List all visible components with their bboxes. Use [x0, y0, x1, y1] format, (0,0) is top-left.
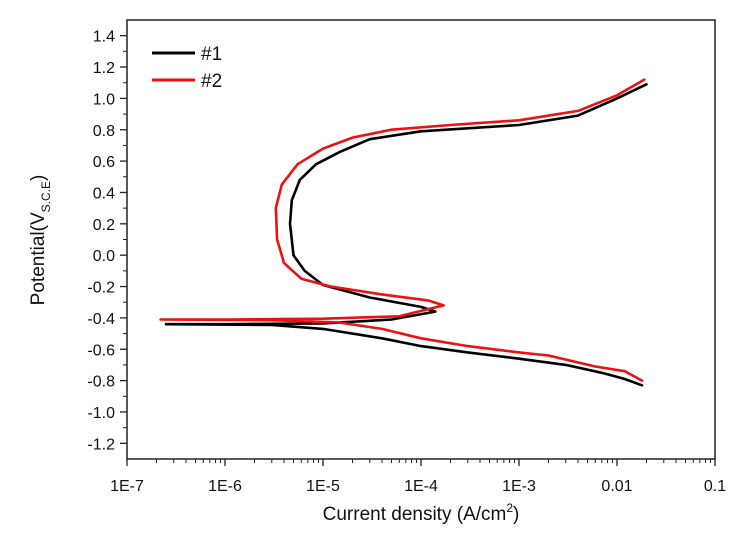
x-tick-label: 0.1 — [704, 478, 726, 495]
y-tick-label: -1.0 — [87, 405, 115, 422]
y-axis-title: Potential(VS.C.E) — [28, 175, 53, 306]
y-tick-label: 0.4 — [93, 185, 115, 202]
y-tick-label: 1.0 — [93, 91, 115, 108]
x-tick-label: 1E-7 — [110, 478, 144, 495]
x-tick-label: 1E-3 — [502, 478, 536, 495]
x-tick-label: 1E-5 — [306, 478, 340, 495]
x-tick-label: 0.01 — [601, 478, 632, 495]
legend-label: #1 — [201, 44, 222, 65]
y-tick-label: 0.0 — [93, 248, 115, 265]
y-tick-label: -0.6 — [87, 342, 115, 359]
legend: #1#2 — [152, 44, 222, 92]
y-tick-label: -0.4 — [87, 311, 115, 328]
y-tick-label: 1.2 — [93, 60, 115, 77]
series-line-n1 — [164, 83, 648, 387]
x-tick-label: 1E-4 — [404, 478, 438, 495]
series-group — [159, 78, 648, 387]
y-tick-label: 0.8 — [93, 123, 115, 140]
legend-label: #2 — [201, 71, 222, 92]
x-tick-label: 1E-6 — [208, 478, 242, 495]
axes: 1.4 1.2 1.0 0.8 0.6 0.4 0.2 0.0 -0.2 -0.4 -0.6 -0.8… — [87, 19, 726, 495]
y-tick-label: 0.2 — [93, 217, 115, 234]
series-line-n2 — [159, 78, 646, 382]
y-tick-label: -1.2 — [87, 436, 115, 453]
y-tick-label: 1.4 — [93, 29, 115, 46]
y-tick-label: 0.6 — [93, 154, 115, 171]
y-tick-label: -0.8 — [87, 374, 115, 391]
y-tick-label: -0.2 — [87, 280, 115, 297]
x-axis-title: Current density (A/cm2) — [323, 501, 520, 525]
